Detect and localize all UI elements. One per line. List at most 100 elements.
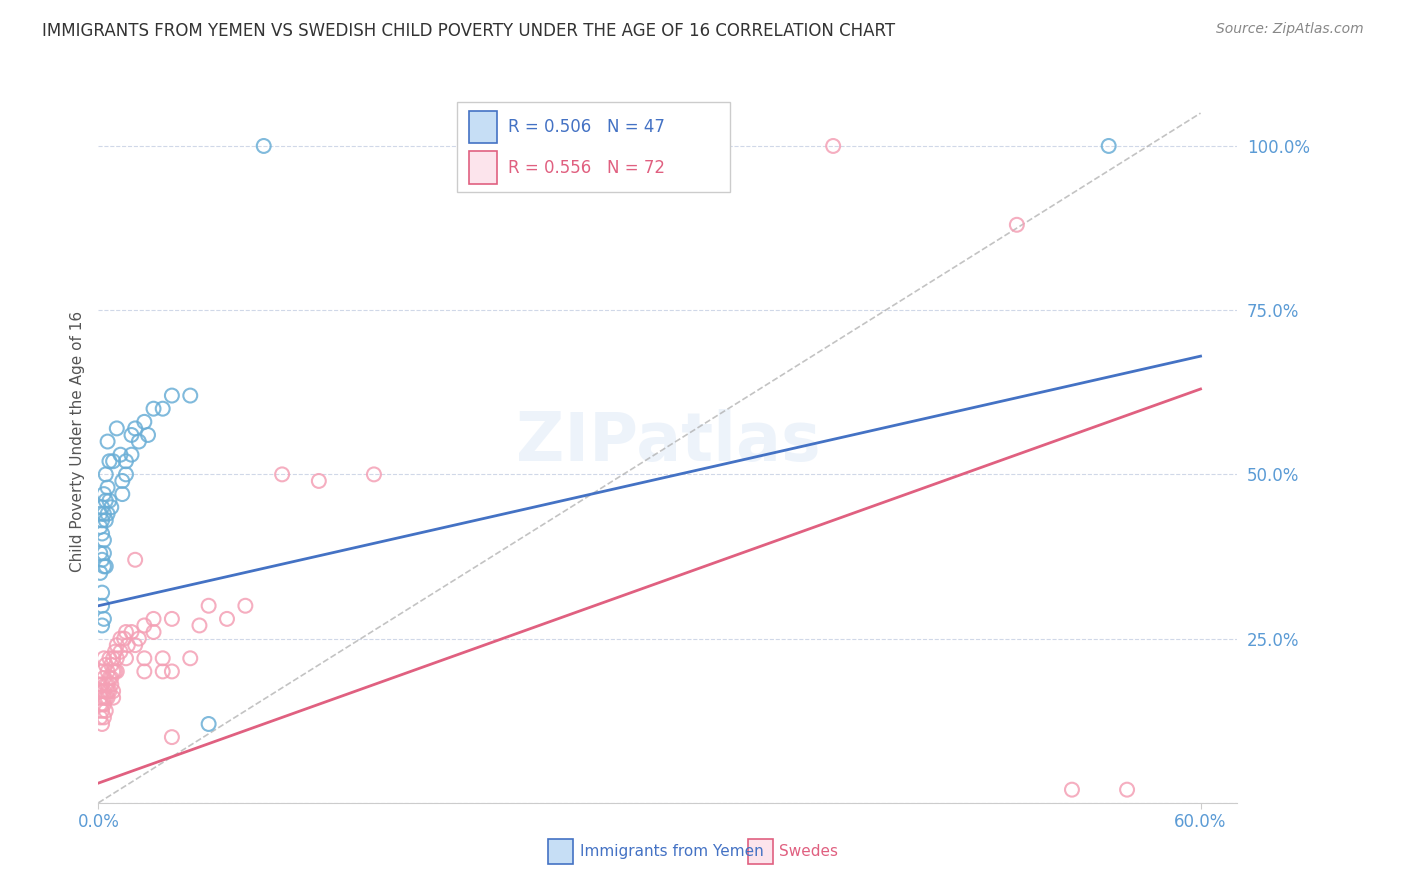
Point	[110, 448, 132, 462]
Point	[97, 481, 120, 495]
Point	[1116, 782, 1139, 797]
Point	[89, 698, 111, 712]
Point	[105, 638, 128, 652]
Point	[97, 677, 120, 691]
Point	[97, 507, 120, 521]
Point	[93, 710, 115, 724]
Point	[91, 717, 114, 731]
Point	[94, 677, 117, 691]
Point	[136, 428, 159, 442]
Point	[308, 474, 330, 488]
Point	[152, 665, 174, 679]
Point	[215, 612, 238, 626]
Point	[121, 428, 143, 442]
Point	[128, 434, 150, 449]
Point	[100, 657, 122, 672]
Point	[152, 401, 174, 416]
Point	[105, 651, 128, 665]
Point	[235, 599, 257, 613]
Text: Swedes: Swedes	[779, 845, 838, 859]
Point	[117, 638, 139, 652]
Point	[128, 632, 150, 646]
Point	[94, 657, 117, 672]
Point	[152, 651, 174, 665]
Point	[197, 717, 219, 731]
Point	[97, 684, 120, 698]
Point	[89, 690, 111, 705]
Point	[142, 612, 165, 626]
Point	[97, 690, 120, 705]
Text: R = 0.506   N = 47: R = 0.506 N = 47	[509, 119, 665, 136]
Point	[94, 467, 117, 482]
Bar	[468, 111, 498, 143]
Point	[98, 671, 121, 685]
Point	[121, 625, 143, 640]
Point	[115, 651, 138, 665]
Point	[93, 684, 115, 698]
Point	[93, 559, 115, 574]
Point	[98, 684, 121, 698]
Point	[91, 698, 114, 712]
Text: IMMIGRANTS FROM YEMEN VS SWEDISH CHILD POVERTY UNDER THE AGE OF 16 CORRELATION C: IMMIGRANTS FROM YEMEN VS SWEDISH CHILD P…	[42, 22, 896, 40]
Point	[197, 599, 219, 613]
Point	[115, 454, 138, 468]
Point	[94, 559, 117, 574]
Point	[98, 651, 121, 665]
Point	[91, 553, 114, 567]
Point	[93, 612, 115, 626]
Point	[110, 632, 132, 646]
Point	[97, 434, 120, 449]
Point	[101, 690, 124, 705]
Text: Immigrants from Yemen: Immigrants from Yemen	[581, 845, 763, 859]
Point	[134, 651, 156, 665]
Point	[142, 401, 165, 416]
Point	[179, 388, 201, 402]
Point	[1005, 218, 1028, 232]
Point	[91, 513, 114, 527]
Point	[115, 625, 138, 640]
Point	[91, 500, 114, 515]
Point	[1098, 139, 1121, 153]
Point	[134, 618, 156, 632]
Point	[134, 415, 156, 429]
Point	[94, 493, 117, 508]
Point	[179, 651, 201, 665]
Bar	[548, 838, 574, 864]
Point	[363, 467, 385, 482]
Point	[100, 500, 122, 515]
Point	[104, 645, 127, 659]
Point	[93, 533, 115, 547]
Bar	[748, 838, 773, 864]
Point	[94, 704, 117, 718]
Point	[104, 665, 127, 679]
Point	[89, 677, 111, 691]
Text: ZIPatlas: ZIPatlas	[516, 409, 820, 475]
Point	[89, 546, 111, 560]
Point	[105, 421, 128, 435]
Point	[823, 139, 845, 153]
Point	[160, 665, 183, 679]
Point	[97, 665, 120, 679]
Point	[121, 448, 143, 462]
Point	[100, 671, 122, 685]
Point	[111, 474, 134, 488]
Point	[93, 690, 115, 705]
Point	[160, 612, 183, 626]
Point	[1060, 782, 1083, 797]
Point	[160, 730, 183, 744]
Point	[94, 513, 117, 527]
Point	[98, 454, 121, 468]
Point	[91, 526, 114, 541]
Point	[100, 677, 122, 691]
Point	[101, 684, 124, 698]
Point	[93, 651, 115, 665]
Point	[89, 566, 111, 580]
Point	[124, 553, 146, 567]
Point	[101, 454, 124, 468]
Point	[160, 388, 183, 402]
Text: R = 0.556   N = 72: R = 0.556 N = 72	[509, 159, 665, 177]
Point	[91, 618, 114, 632]
Point	[93, 546, 115, 560]
Point	[101, 651, 124, 665]
Point	[253, 139, 276, 153]
